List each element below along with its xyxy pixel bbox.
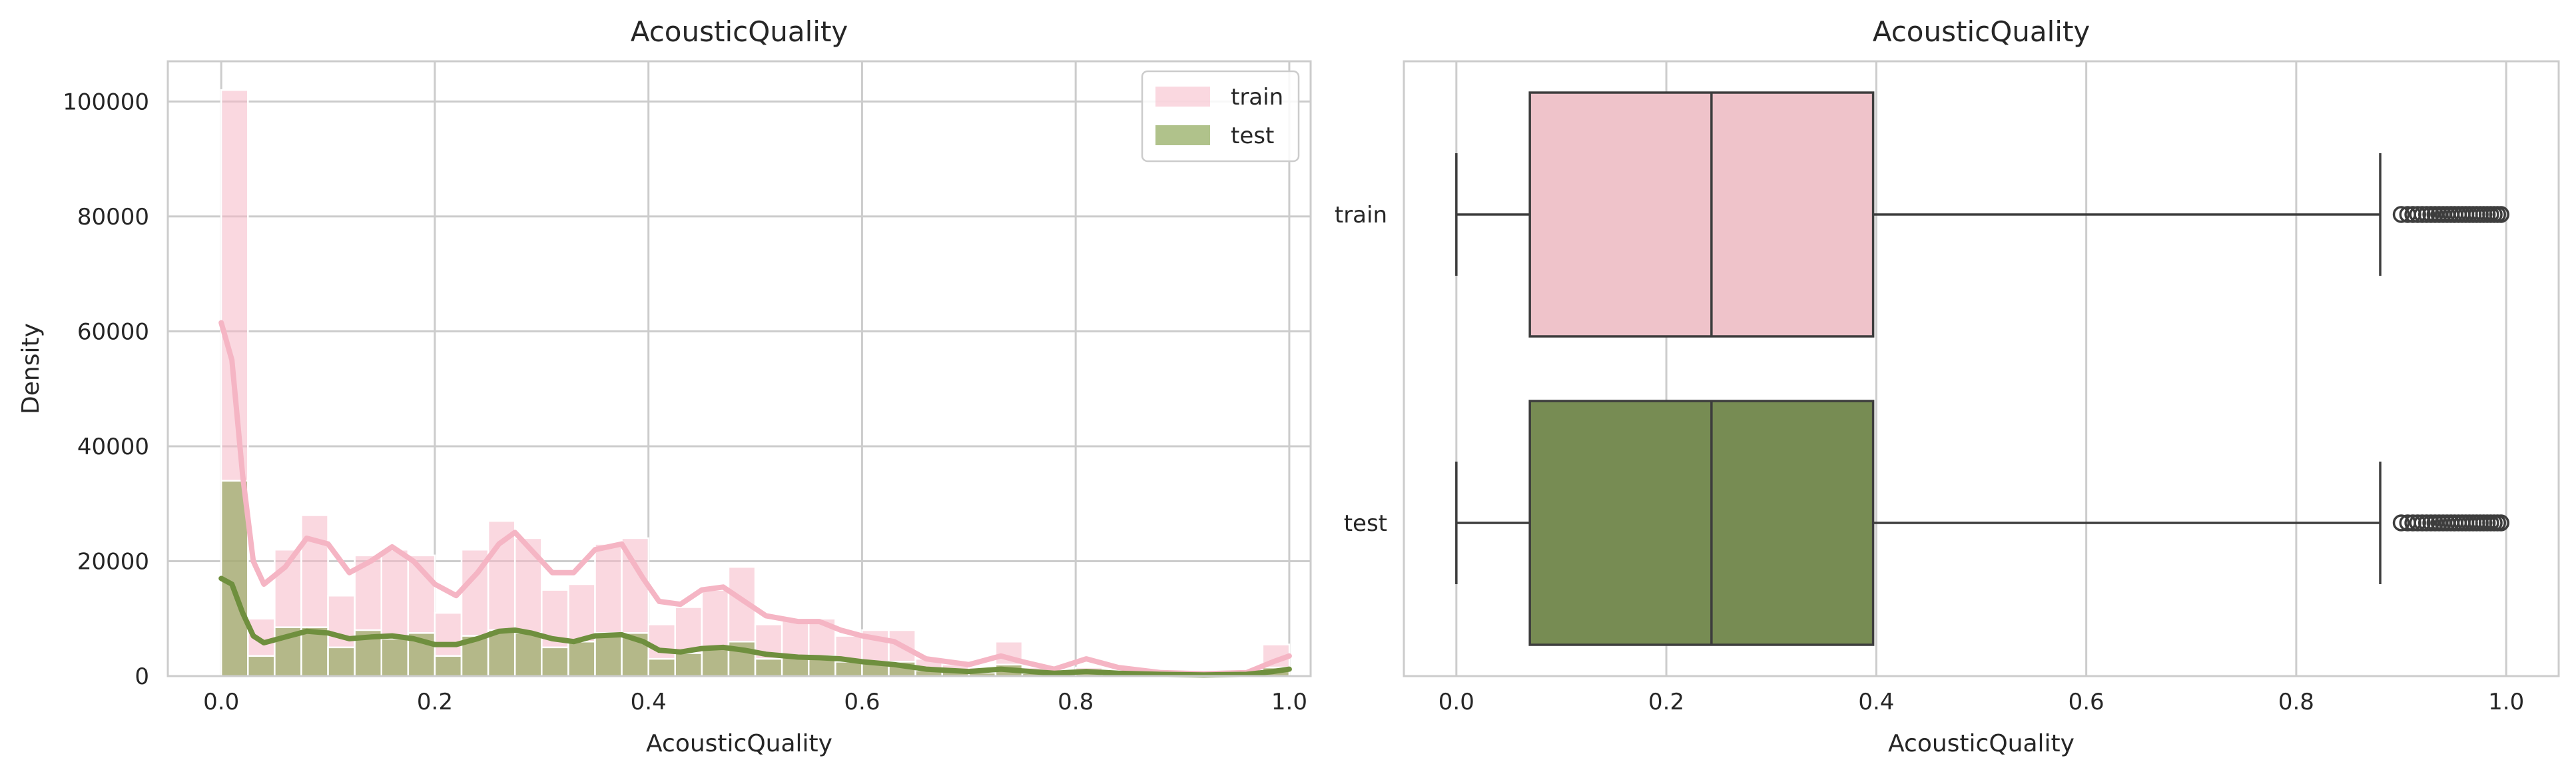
outlier-point: [2492, 206, 2510, 223]
x-axis-label: AcousticQuality: [1888, 730, 2075, 757]
plot-frame: [1403, 60, 2560, 677]
histogram-bar-test: [701, 646, 730, 677]
x-tick-label: 0.8: [1058, 689, 1094, 715]
x-tick-label: 0.8: [2278, 689, 2314, 715]
histogram-bar-test: [834, 661, 863, 677]
histogram-bar-test: [674, 652, 703, 677]
legend-label-test: test: [1231, 123, 1274, 149]
y-tick-label: 100000: [63, 89, 149, 115]
histogram-panel: 0.0 0.2 0.4 0.6 0.8 1.0 0 20000 40000 60000 80000 1…: [17, 15, 1312, 757]
x-tick-label: 0.2: [417, 689, 453, 715]
y-tick-label: 20000: [77, 548, 149, 575]
x-tick-label: 0.4: [1858, 689, 1894, 715]
outlier-point: [2414, 206, 2431, 223]
histogram-bar-test: [487, 629, 516, 677]
x-tick-label: 0.6: [2069, 689, 2104, 715]
outlier-point: [2414, 514, 2431, 532]
histogram-bar-test: [380, 637, 410, 677]
chart-title: AcousticQuality: [1873, 15, 2091, 48]
y-tick-label: 60000: [77, 318, 149, 345]
y-tick-label-train: train: [1335, 202, 1387, 228]
outlier-point: [2409, 514, 2426, 532]
histogram-bar-test: [513, 632, 543, 677]
chart-title: AcousticQuality: [631, 15, 848, 48]
x-tick-label: 0.2: [1648, 689, 1684, 715]
histogram-bar-test: [541, 646, 569, 677]
outlier-point: [2409, 206, 2426, 223]
histogram-bar-test: [567, 640, 596, 677]
legend-swatch-train: [1155, 87, 1210, 107]
x-axis-label: AcousticQuality: [646, 730, 832, 757]
outlier-point: [2392, 206, 2410, 223]
legend: train test: [1141, 70, 1300, 163]
y-tick-label: 40000: [77, 434, 149, 460]
kde-line-train: [218, 320, 1292, 677]
x-tick-label: 0.6: [844, 689, 880, 715]
histogram-bar-test: [247, 655, 276, 677]
y-tick-label: 80000: [77, 204, 149, 230]
outlier-point: [2392, 514, 2410, 532]
boxplot-test: [1455, 400, 2510, 646]
x-tick-label: 1.0: [2488, 689, 2524, 715]
legend-label-train: train: [1231, 84, 1283, 111]
x-tick-label: 0.0: [203, 689, 239, 715]
legend-swatch-test: [1155, 125, 1210, 145]
y-axis-label: Density: [17, 323, 45, 414]
iqr-box: [1528, 91, 1875, 338]
histogram-bar-test: [594, 632, 623, 677]
boxplot-panel: train test 0.0 0.2 0.4 0.6 0.8 1.0 AcousticQuali…: [1335, 15, 2560, 757]
boxplot-train: [1455, 91, 2510, 338]
iqr-box: [1528, 400, 1875, 646]
x-tick-label: 0.0: [1439, 689, 1474, 715]
histogram-bar-test: [754, 657, 783, 677]
kde-line-test: [218, 576, 1292, 678]
histogram-bar-test: [434, 655, 463, 677]
histogram-bar-test: [647, 657, 677, 677]
histogram-bar-test: [327, 646, 356, 677]
y-tick-label-test: test: [1344, 510, 1387, 537]
y-tick-label: 0: [135, 663, 149, 690]
x-tick-label: 0.4: [631, 689, 667, 715]
x-tick-label: 1.0: [1271, 689, 1307, 715]
outlier-point: [2492, 514, 2510, 532]
plot-frame: [166, 60, 1312, 677]
